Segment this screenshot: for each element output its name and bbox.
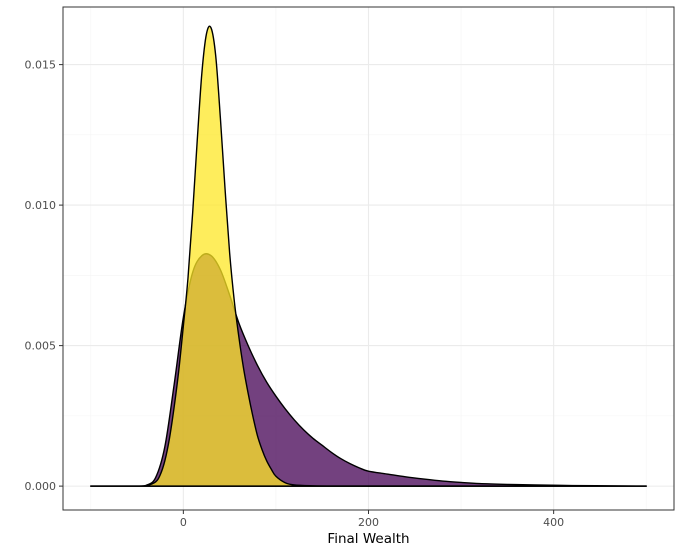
y-tick-label: 0.015 <box>25 59 57 72</box>
x-tick-label: 200 <box>358 516 379 529</box>
y-tick-label: 0.000 <box>25 480 57 493</box>
y-tick-label: 0.010 <box>25 199 57 212</box>
x-tick-label: 400 <box>543 516 564 529</box>
x-tick-label: 0 <box>180 516 187 529</box>
y-tick-label: 0.005 <box>25 340 57 353</box>
axes: 0 200 400 0.000 0.005 0.010 0.015 <box>25 59 565 529</box>
density-series <box>90 25 647 487</box>
density-yellow <box>90 25 647 487</box>
x-axis-title: Final Wealth <box>327 531 409 547</box>
